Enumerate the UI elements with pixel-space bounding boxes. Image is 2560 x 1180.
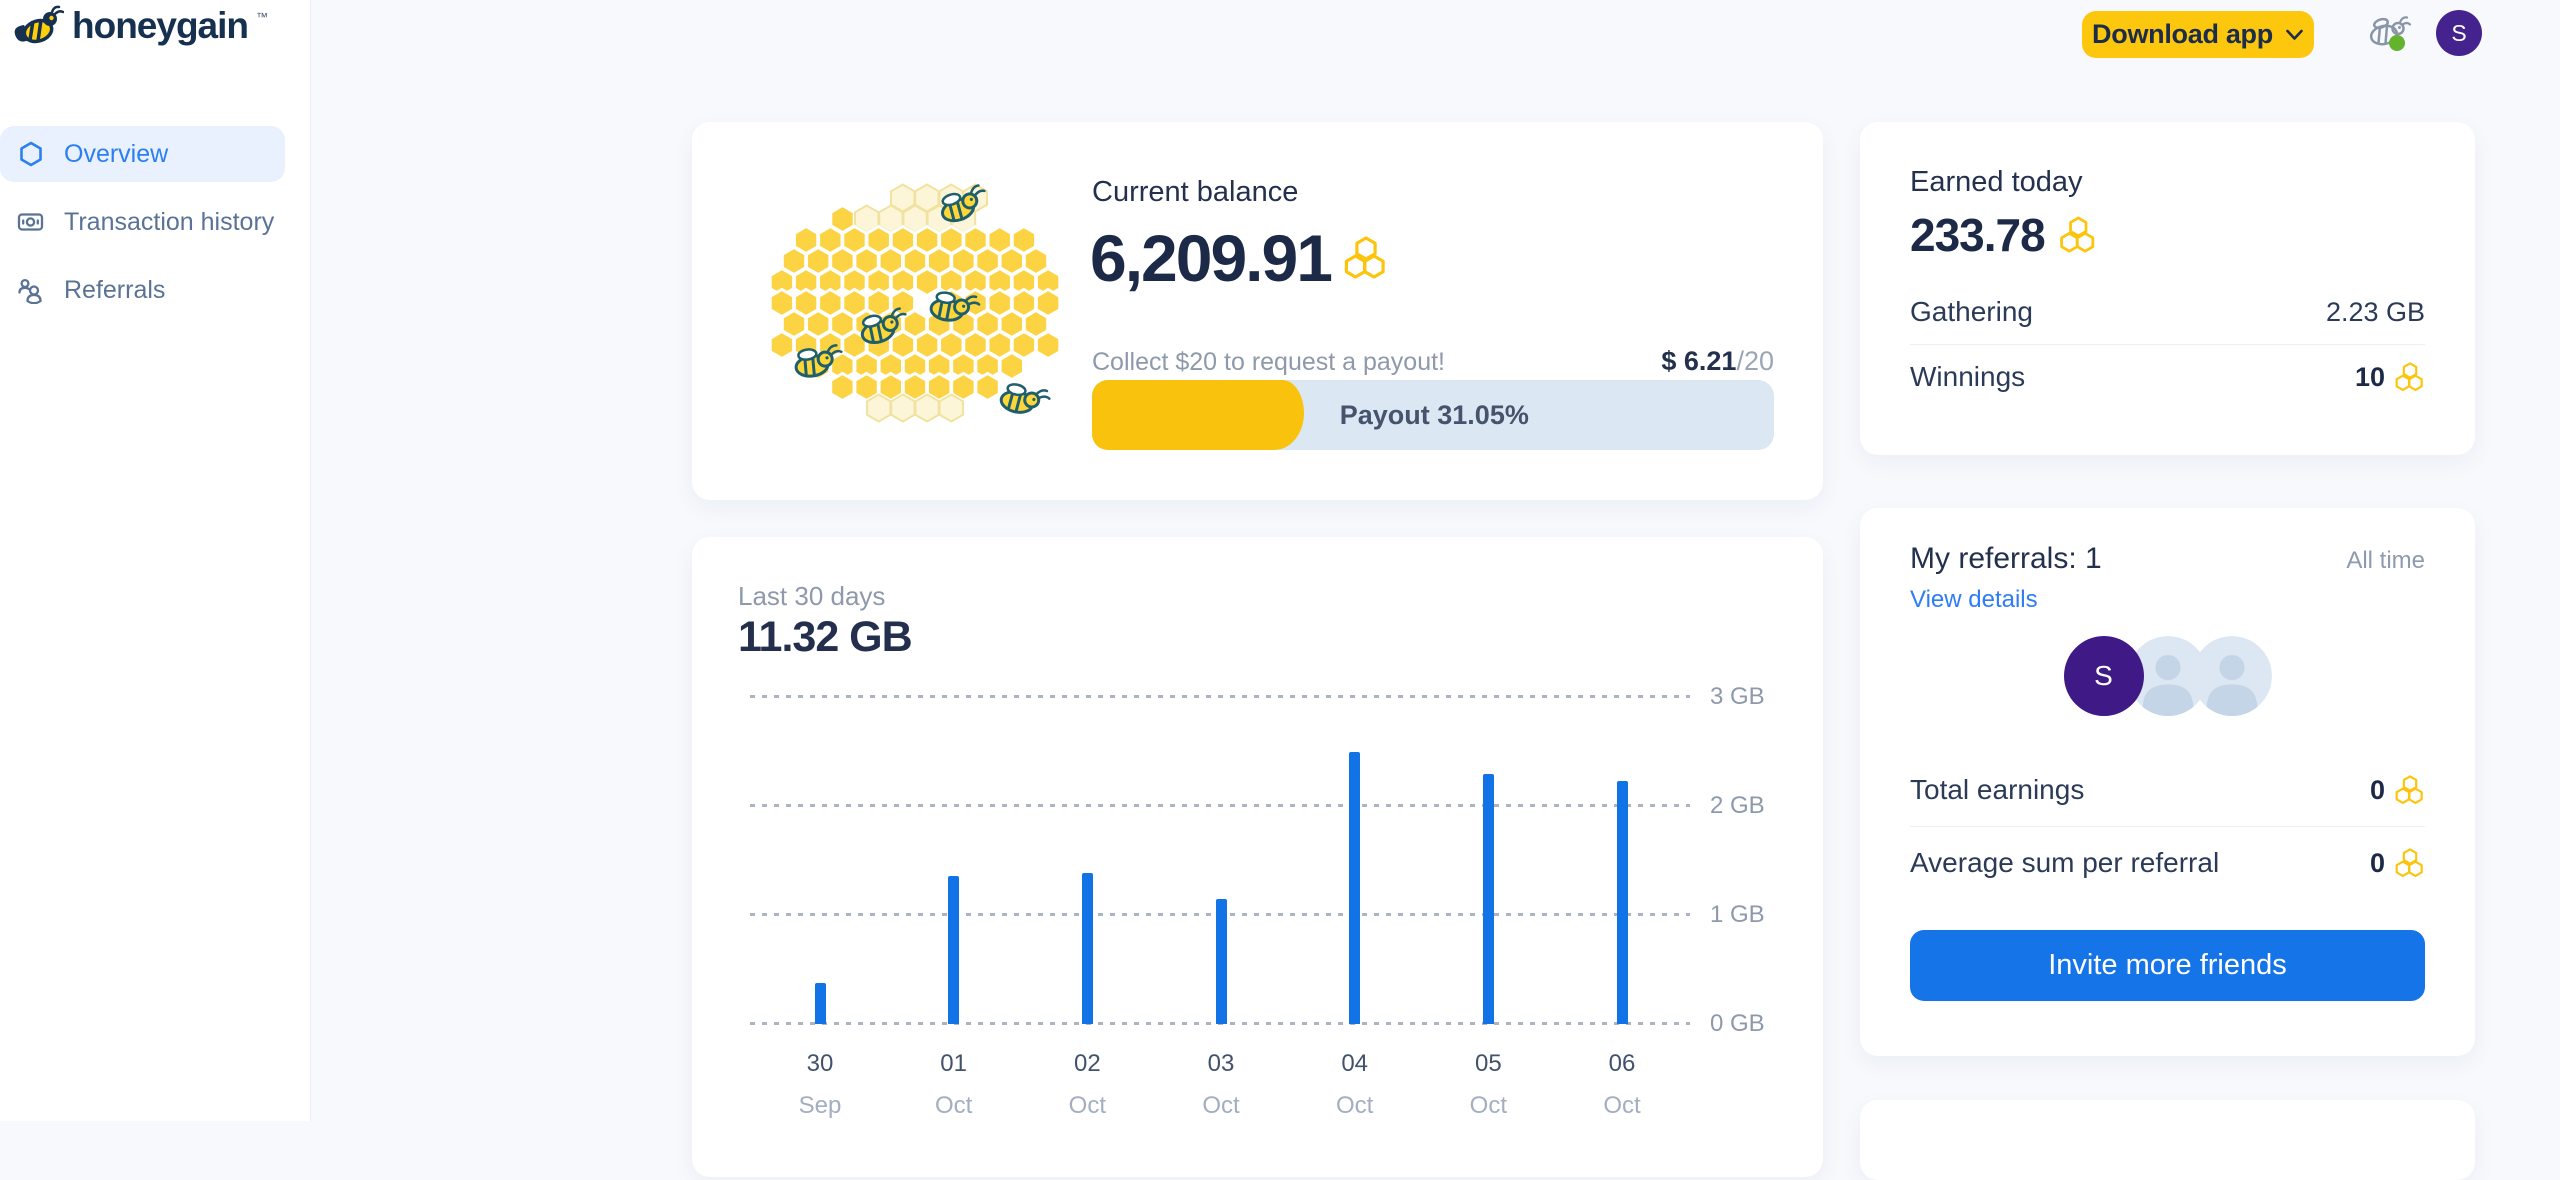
average-sum-label: Average sum per referral: [1910, 847, 2220, 878]
average-sum-row: Average sum per referral 0: [1910, 834, 2425, 892]
total-earnings-label: Total earnings: [1910, 774, 2085, 805]
honeygain-logo[interactable]: honeygain ™: [14, 4, 268, 48]
referral-avatar: S: [2063, 636, 2144, 716]
winnings-label: Winnings: [1910, 361, 2026, 392]
gathering-value: 2.23 GB: [2325, 296, 2425, 327]
x-axis-day-label: 03: [1207, 1050, 1235, 1077]
balance-title: Current balance: [1092, 176, 1299, 208]
x-axis-day-label: 02: [1073, 1050, 1101, 1077]
view-details-link[interactable]: View details: [1910, 586, 2038, 613]
gathering-label: Gathering: [1910, 296, 2033, 327]
balance-amount: 6,209.91: [1090, 221, 1333, 295]
x-axis-day-label: 05: [1474, 1050, 1502, 1077]
honey-currency-icon: [2393, 775, 2425, 805]
logo-trademark: ™: [256, 10, 269, 24]
invite-more-friends-button[interactable]: Invite more friends: [1910, 930, 2425, 1001]
y-axis-tick: 0 GB: [1710, 1010, 1765, 1037]
x-axis-day-label: 01: [940, 1050, 967, 1077]
hexagon-icon: [17, 141, 44, 168]
x-axis-month-label: Sep: [798, 1092, 842, 1119]
bee-notification-icon[interactable]: [2366, 12, 2412, 58]
sidebar-nav: Overview Transaction history: [0, 126, 310, 330]
x-axis-day-label: 30: [806, 1050, 834, 1077]
winnings-row: Winnings 10: [1910, 348, 2425, 406]
chart-total-value: 11.32 GB: [738, 613, 913, 661]
chart-bar: [1349, 751, 1361, 1024]
x-axis-month-label: Oct: [1603, 1092, 1641, 1119]
chart-bar: [1081, 872, 1093, 1024]
sidebar-item-label: Referrals: [64, 275, 166, 304]
chevron-down-icon: [2286, 29, 2303, 40]
x-axis-month-label: Oct: [1202, 1092, 1240, 1119]
sidebar-item-transaction-history[interactable]: Transaction history: [0, 194, 285, 250]
avatar-placeholder-icon: [2191, 636, 2272, 716]
banknote-icon: [17, 209, 44, 236]
y-axis-tick: 3 GB: [1710, 683, 1765, 710]
traffic-chart-card: Last 30 days 11.32 GB 0 GB 1 GB 2 GB 3 GB 30…: [692, 537, 1823, 1177]
sidebar-item-overview[interactable]: Overview: [0, 126, 285, 182]
payout-progress-fill: [1092, 380, 1304, 450]
notification-dot: [2389, 35, 2405, 51]
chart-period-label: Last 30 days: [738, 581, 886, 611]
chart-bar: [1482, 774, 1494, 1024]
row-divider: [1910, 344, 2425, 345]
x-axis-month-label: Oct: [1469, 1092, 1508, 1119]
referral-avatar-initial: S: [2094, 660, 2113, 691]
y-axis-tick: 2 GB: [1710, 792, 1765, 819]
honeycomb-illustration: [768, 182, 1062, 423]
referrals-title: My referrals: 1: [1910, 542, 2102, 575]
x-axis-day-label: 04: [1341, 1050, 1369, 1077]
current-balance-card: Current balance 6,209.91 Collect $20 to …: [692, 122, 1823, 500]
bar-chart-plot: [750, 695, 1690, 1025]
x-axis-day-label: 06: [1608, 1050, 1636, 1077]
row-divider: [1910, 826, 2425, 827]
sidebar-item-referrals[interactable]: Referrals: [0, 262, 285, 318]
chart-bar: [814, 982, 826, 1024]
x-axis-month-label: Oct: [934, 1092, 973, 1119]
total-earnings-row: Total earnings 0: [1910, 761, 2425, 819]
honey-currency-icon: [2057, 216, 2097, 254]
honey-currency-icon: [2393, 848, 2425, 878]
gridline: [750, 804, 1690, 807]
earned-today-card: Earned today 233.78 Gathering 2.23 GB Wi…: [1860, 122, 2475, 455]
x-axis-month-label: Oct: [1068, 1092, 1106, 1119]
avatar-placeholder-icon: [2127, 636, 2208, 716]
honey-currency-icon: [1341, 236, 1388, 280]
bee-logo-icon: [14, 5, 64, 44]
y-axis-tick: 1 GB: [1710, 901, 1765, 928]
referrals-people-icon: [17, 277, 44, 304]
collect-message: Collect $20 to request a payout!: [1092, 348, 1446, 376]
sidebar-item-label: Transaction history: [64, 207, 275, 236]
download-app-button[interactable]: Download app: [2082, 11, 2314, 58]
avatar-initial: S: [2451, 19, 2467, 46]
payout-progress-bar: Payout 31.05%: [1092, 380, 1774, 450]
gathering-row: Gathering 2.23 GB: [1910, 283, 2425, 341]
download-app-label: Download app: [2092, 19, 2273, 49]
logo-wordmark: honeygain: [72, 5, 249, 46]
gridline: [750, 695, 1690, 698]
referrals-card: My referrals: 1 All time View details S …: [1860, 508, 2475, 1056]
referral-avatars: S: [1860, 636, 2475, 716]
sidebar: honeygain ™ Overview Transaction history: [0, 0, 311, 1121]
sidebar-item-label: Overview: [64, 139, 169, 168]
next-card-partial: [1860, 1100, 2475, 1180]
chart-bar: [948, 875, 960, 1024]
payout-progress-max: /20: [1736, 346, 1774, 376]
payout-progress-label: Payout 31.05%: [1339, 399, 1529, 430]
average-sum-value: 0: [2370, 848, 2425, 879]
payout-progress-value: $ 6.21/20: [1661, 346, 1774, 376]
earned-today-amount: 233.78: [1910, 209, 2046, 261]
earned-today-title: Earned today: [1910, 166, 2083, 198]
honey-currency-icon: [2393, 362, 2425, 392]
x-axis-month-label: Oct: [1336, 1092, 1374, 1119]
referrals-period-filter: All time: [2346, 547, 2425, 574]
chart-bar: [1616, 780, 1628, 1024]
header-avatar[interactable]: S: [2436, 10, 2482, 56]
winnings-value: 10: [2355, 362, 2425, 393]
chart-bar: [1215, 898, 1227, 1024]
total-earnings-value: 0: [2370, 775, 2425, 806]
